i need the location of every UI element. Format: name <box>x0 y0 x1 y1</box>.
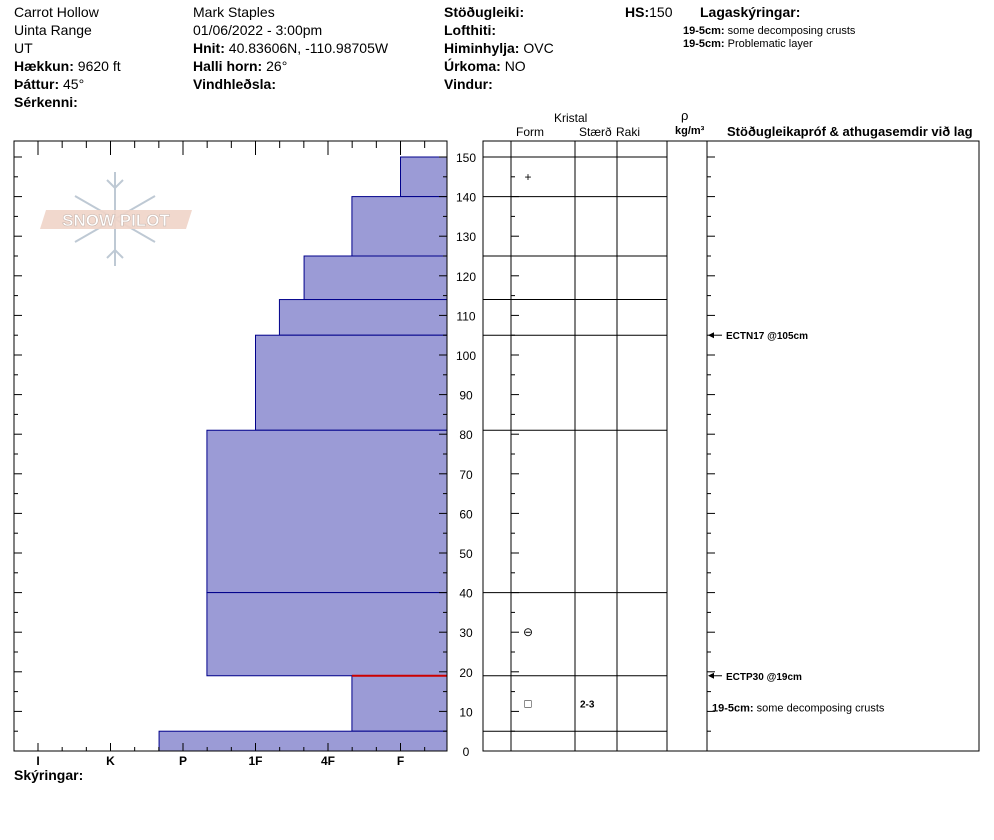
hs-label: HS: <box>625 4 650 20</box>
hardness-tick-label: K <box>106 754 115 768</box>
aspect-value: 45° <box>63 76 85 92</box>
form-header: Form <box>516 125 544 139</box>
depth-tick-label: 140 <box>456 191 476 205</box>
air-temp-label: Lofthiti: <box>444 22 497 38</box>
depth-tick-label: 130 <box>456 230 476 244</box>
sky-value: OVC <box>523 40 554 56</box>
layer-comment-text: some decomposing crusts <box>757 702 885 714</box>
state-name: UT <box>14 40 33 56</box>
hs-field: HS:150 <box>625 3 672 21</box>
layer-note-text: some decomposing crusts <box>724 25 856 37</box>
hardness-tick-label: 1F <box>248 754 262 768</box>
depth-tick-label: 80 <box>459 428 473 442</box>
tests-header: Stöðugleikapróf & athugasemdir við lag <box>727 124 973 139</box>
hardness-tick-label: P <box>179 754 187 768</box>
test-arrow-icon <box>708 672 714 679</box>
layer-note: 19-5cm: Problematic layer <box>683 38 813 51</box>
layer-note: 19-5cm: some decomposing crusts <box>683 25 855 38</box>
crystal-header: Kristal <box>554 111 587 125</box>
depth-tick-label: 70 <box>459 468 473 482</box>
slope-value: 26° <box>266 58 288 74</box>
depth-tick-label: 100 <box>456 349 476 363</box>
features-label: Sérkenni: <box>14 94 78 110</box>
depth-tick-label: 60 <box>459 507 473 521</box>
moisture-header: Raki <box>616 125 640 139</box>
hardness-layer-bar <box>351 196 448 257</box>
layer-note-text: Problematic layer <box>724 38 813 50</box>
stability-label: Stöðugleiki: <box>444 4 525 20</box>
sky-field: Himinhylja: OVC <box>444 39 554 57</box>
precip-label: Úrkoma: <box>444 58 501 74</box>
depth-tick-label: 40 <box>459 587 473 601</box>
layer-comment: 19-5cm: some decomposing crusts <box>712 702 885 714</box>
hardness-plot-frame <box>13 140 448 752</box>
snowpilot-logo-banner <box>40 210 192 229</box>
depth-tick-label: 10 <box>459 705 473 719</box>
depth-tick-label: 50 <box>459 547 473 561</box>
elevation-value: 9620 ft <box>77 58 121 74</box>
coords-field: Hnit: 40.83606N, -110.98705W <box>193 39 388 57</box>
crystal-table-frame <box>482 140 980 752</box>
wind-label: Vindur: <box>444 76 493 92</box>
slope-field: Halli horn: 26° <box>193 57 287 75</box>
test-arrow-icon <box>708 332 714 339</box>
slope-label: Halli horn: <box>193 58 263 74</box>
sky-label: Himinhylja: <box>444 40 520 56</box>
hs-value: 150 <box>649 4 673 20</box>
hardness-layer-bar <box>255 334 448 431</box>
legend-label: Skýringar: <box>14 767 84 783</box>
density-unit-header: kg/m³ <box>675 125 705 137</box>
observer-name: Mark Staples <box>193 4 275 20</box>
stability-test-label: ECTP30 @19cm <box>726 672 802 683</box>
layer-comment-depth: 19-5cm: <box>712 702 757 714</box>
coords-label: Hnit: <box>193 40 225 56</box>
depth-tick-label: 90 <box>459 389 473 403</box>
hardness-layer-bar <box>303 255 448 301</box>
rho-header: ρ <box>681 108 688 123</box>
layer-note-depth: 19-5cm: <box>683 25 725 37</box>
size-header: Stærð <box>579 125 612 139</box>
grain-form-faceted-crystals-icon: □ <box>524 696 531 710</box>
snowpilot-logo-text: SNOW PILOT <box>62 211 170 230</box>
precip-value: NO <box>504 58 526 74</box>
aspect-field: Þáttur: 45° <box>14 75 84 93</box>
hardness-layer-bar <box>400 156 448 198</box>
depth-tick-label: 20 <box>459 666 473 680</box>
location-name: Carrot Hollow <box>14 4 99 20</box>
layer-note-depth: 19-5cm: <box>683 38 725 50</box>
layer-notes-label: Lagaskýringar: <box>700 4 801 20</box>
hardness-tick-label: F <box>397 754 404 768</box>
hardness-layer-bar <box>206 429 448 594</box>
aspect-label: Þáttur: <box>14 76 60 92</box>
hardness-layer-bar <box>278 299 448 336</box>
precip-field: Úrkoma: NO <box>444 57 526 75</box>
grain-form-rounding-faceted-icon: ⊖ <box>523 625 533 639</box>
hardness-layer-bar <box>206 592 448 677</box>
stability-test-label: ECTN17 @105cm <box>726 331 808 342</box>
depth-tick-label: 150 <box>456 151 476 165</box>
wind-loading-label: Vindhleðsla: <box>193 76 276 92</box>
elevation-field: Hækkun: 9620 ft <box>14 57 121 75</box>
coords-value: 40.83606N, -110.98705W <box>228 40 389 56</box>
depth-tick-label: 120 <box>456 270 476 284</box>
hardness-layer-bar <box>351 675 448 732</box>
grain-size-label: 2-3 <box>580 699 595 710</box>
observation-datetime: 01/06/2022 - 3:00pm <box>193 22 323 38</box>
range-name: Uinta Range <box>14 22 92 38</box>
hardness-tick-label: I <box>36 754 39 768</box>
hardness-layer-bar <box>158 730 448 752</box>
grain-form-precipitation-particles-icon: + <box>524 170 531 184</box>
elevation-label: Hækkun: <box>14 58 74 74</box>
depth-tick-label: 30 <box>459 626 473 640</box>
hardness-tick-label: 4F <box>321 754 335 768</box>
depth-tick-label: 110 <box>456 309 475 323</box>
depth-tick-label: 0 <box>463 745 470 759</box>
